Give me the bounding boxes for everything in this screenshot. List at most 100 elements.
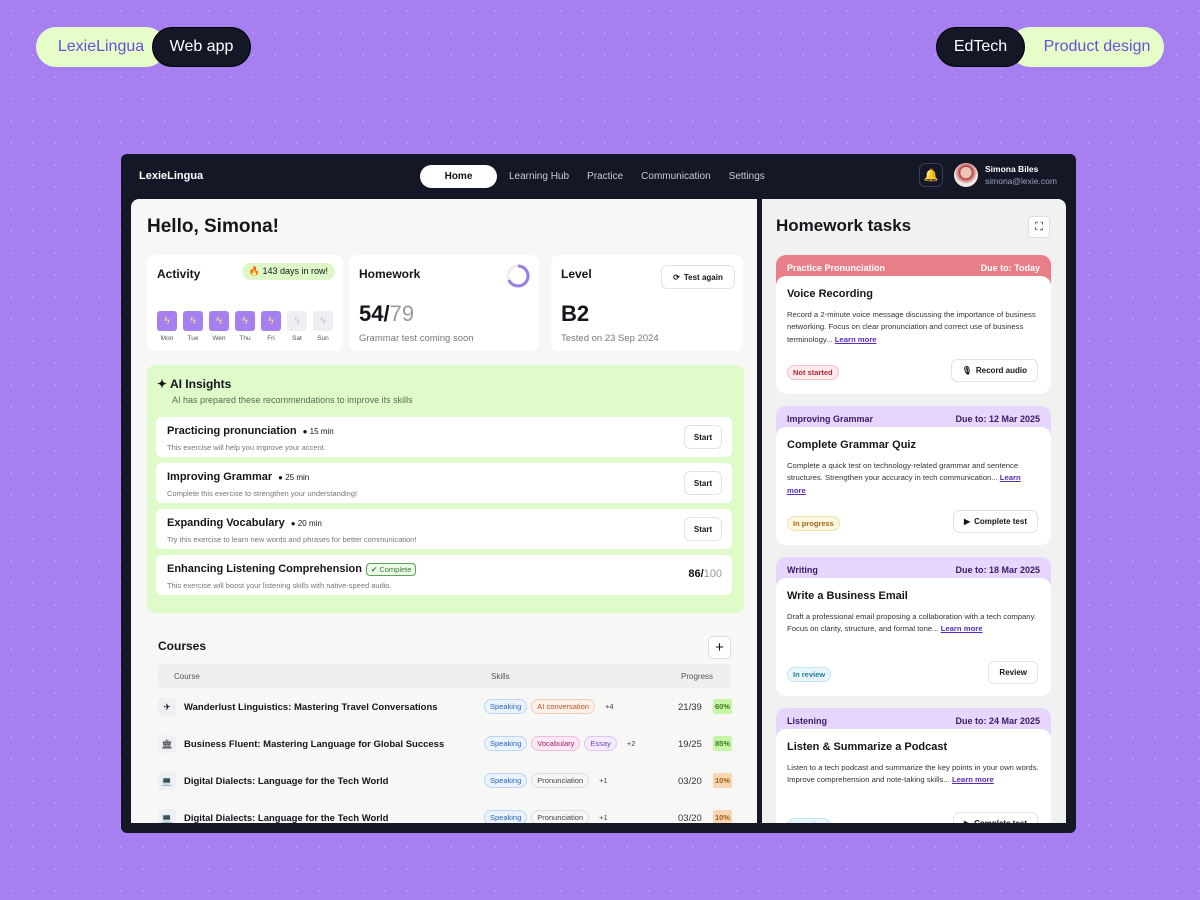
- task-action-button[interactable]: 🎙 Record audio: [950, 359, 1038, 382]
- day-fri: ϟ Fri: [261, 311, 281, 342]
- col-course: Course: [174, 672, 200, 681]
- tab-practice[interactable]: Practice: [587, 170, 624, 182]
- homework-task-card: Practice Pronunciation Due to: Today Voice…: [776, 255, 1051, 394]
- task-action-button[interactable]: Review: [988, 661, 1038, 684]
- task-action-button[interactable]: ▶Complete test: [952, 510, 1038, 533]
- task-desc: Complete a quick test on technology-rela…: [787, 461, 1021, 495]
- task-due: Due to: Today: [980, 262, 1040, 273]
- sparkle-icon: ✦: [157, 377, 168, 391]
- start-button[interactable]: Start: [684, 471, 722, 495]
- tag-edtech: EdTech: [936, 27, 1025, 67]
- microphone-icon: 🎙: [961, 366, 972, 375]
- col-skills: Skills: [491, 672, 510, 681]
- task-desc: Record a 2-minute voice message discussi…: [787, 310, 1036, 344]
- skill-tag: Pronunciation: [531, 773, 590, 788]
- tag-web-app: Web app: [152, 27, 251, 67]
- homework-tasks-panel: Homework tasks ⛶ Practice Pronunciation D…: [762, 199, 1066, 823]
- lightning-icon: ϟ: [157, 311, 177, 331]
- learn-more-link[interactable]: Learn more: [940, 624, 983, 634]
- complete-badge: ✔ Complete: [365, 563, 417, 576]
- course-name[interactable]: Digital Dialects: Language for the Tech …: [184, 813, 389, 823]
- course-icon: ✈: [158, 698, 176, 716]
- day-sat: ϟ Sat: [287, 311, 307, 342]
- start-button[interactable]: Start: [684, 517, 722, 541]
- tab-learning-hub[interactable]: Learning Hub: [509, 170, 570, 182]
- homework-count: 54/79: [359, 301, 415, 326]
- tab-communication[interactable]: Communication: [641, 170, 711, 182]
- lightning-icon: ϟ: [287, 311, 307, 331]
- bell-icon[interactable]: 🔔: [919, 163, 943, 187]
- skill-tag: +1: [599, 776, 608, 785]
- top-nav: LexieLingua Home Learning Hub Practice C…: [121, 154, 1076, 198]
- tag-lexielingua: LexieLingua: [36, 27, 166, 67]
- table-row[interactable]: 🏛 Business Fluent: Mastering Language for…: [158, 732, 733, 758]
- expand-icon[interactable]: ⛶: [1028, 216, 1050, 238]
- app-logo[interactable]: LexieLingua: [139, 170, 204, 182]
- skill-tag: +1: [599, 813, 608, 822]
- task-due: Due to: 24 Mar 2025: [955, 715, 1040, 726]
- avatar[interactable]: [954, 163, 978, 187]
- day-sun: ϟ Sun: [313, 311, 333, 342]
- course-name[interactable]: Digital Dialects: Language for the Tech …: [184, 776, 389, 787]
- user-email: simona@lexie.com: [985, 176, 1057, 186]
- timer-icon: ● 20 min: [290, 519, 322, 528]
- fire-icon: 🔥: [248, 266, 260, 276]
- status-badge: In review: [787, 818, 832, 823]
- homework-progress-ring: [506, 264, 530, 288]
- ai-insight-item: Improving Grammar ● 25 min Complete this e…: [156, 463, 732, 503]
- task-due: Due to: 12 Mar 2025: [955, 413, 1040, 424]
- ai-insights-panel: ✦ AI Insights AI has prepared these reco…: [147, 365, 744, 613]
- skill-tag: +4: [604, 702, 614, 711]
- task-action-button[interactable]: ▶Complete test: [952, 812, 1038, 823]
- homework-task-card: Writing Due to: 18 Mar 2025 Write a Busine…: [776, 557, 1051, 696]
- streak-badge: 🔥 143 days in row!: [241, 263, 335, 280]
- table-row[interactable]: ✈ Wanderlust Linguistics: Mastering Trave…: [158, 695, 733, 721]
- lightning-icon: ϟ: [313, 311, 333, 331]
- ai-insight-item: Practicing pronunciation ● 15 min This exe…: [156, 417, 732, 457]
- table-row[interactable]: 💻 Digital Dialects: Language for the Tech…: [158, 769, 733, 795]
- main-panel: Hello, Simona! Activity 🔥 143 days in ro…: [131, 199, 757, 823]
- test-again-button[interactable]: ⟳ Test again: [661, 265, 735, 289]
- task-due: Due to: 18 Mar 2025: [955, 564, 1040, 575]
- learn-more-link[interactable]: Learn more: [787, 473, 1021, 495]
- learn-more-link[interactable]: Learn more: [951, 775, 994, 785]
- skill-tag: Essay: [584, 736, 617, 751]
- insight-desc: This exercise will boost your listening …: [167, 581, 392, 590]
- homework-card: Homework 54/79 Grammar test coming soon: [349, 255, 539, 351]
- ai-insights-title: ✦ AI Insights: [157, 377, 232, 391]
- ai-insight-item: Expanding Vocabulary ● 20 min Try this exe…: [156, 509, 732, 549]
- table-row[interactable]: 💻 Digital Dialects: Language for the Tech…: [158, 806, 733, 823]
- homework-task-card: Improving Grammar Due to: 12 Mar 2025 Comp…: [776, 406, 1051, 545]
- insight-score: 86/100: [688, 568, 722, 580]
- status-badge: In progress: [787, 516, 840, 531]
- learn-more-link[interactable]: Learn more: [834, 334, 877, 344]
- user-name: Simona Biles: [985, 164, 1039, 174]
- task-category: Writing: [787, 564, 818, 575]
- timer-icon: ● 15 min: [302, 427, 334, 436]
- start-button[interactable]: Start: [684, 425, 722, 449]
- lightning-icon: ϟ: [235, 311, 255, 331]
- task-title: Write a Business Email: [787, 590, 908, 602]
- tab-home[interactable]: Home: [420, 164, 497, 188]
- lightning-icon: ϟ: [261, 311, 281, 331]
- task-title: Listen & Summarize a Podcast: [787, 741, 948, 753]
- tab-settings[interactable]: Settings: [728, 170, 765, 182]
- level-card: Level ⟳ Test again B2 Tested on 23 Sep 20…: [551, 255, 743, 351]
- play-icon: ▶: [964, 819, 970, 823]
- task-title: Voice Recording: [787, 288, 873, 300]
- status-badge: Not started: [787, 365, 839, 380]
- homework-title: Homework: [359, 267, 421, 281]
- insight-title: Enhancing Listening Comprehension: [167, 563, 362, 575]
- course-name[interactable]: Business Fluent: Mastering Language for …: [184, 739, 445, 750]
- course-name[interactable]: Wanderlust Linguistics: Mastering Travel…: [184, 702, 438, 713]
- lightning-icon: ϟ: [209, 311, 229, 331]
- level-title: Level: [561, 267, 592, 281]
- course-progress: 21/39: [678, 702, 702, 713]
- task-category: Practice Pronunciation: [787, 262, 886, 273]
- app-window: LexieLingua Home Learning Hub Practice C…: [121, 154, 1076, 833]
- courses-table-header: Course Skills Progress: [158, 664, 731, 688]
- insight-title: Practicing pronunciation: [167, 425, 297, 437]
- course-progress: 03/20: [678, 776, 702, 787]
- day-thu: ϟ Thu: [235, 311, 255, 342]
- add-course-button[interactable]: +: [708, 636, 731, 659]
